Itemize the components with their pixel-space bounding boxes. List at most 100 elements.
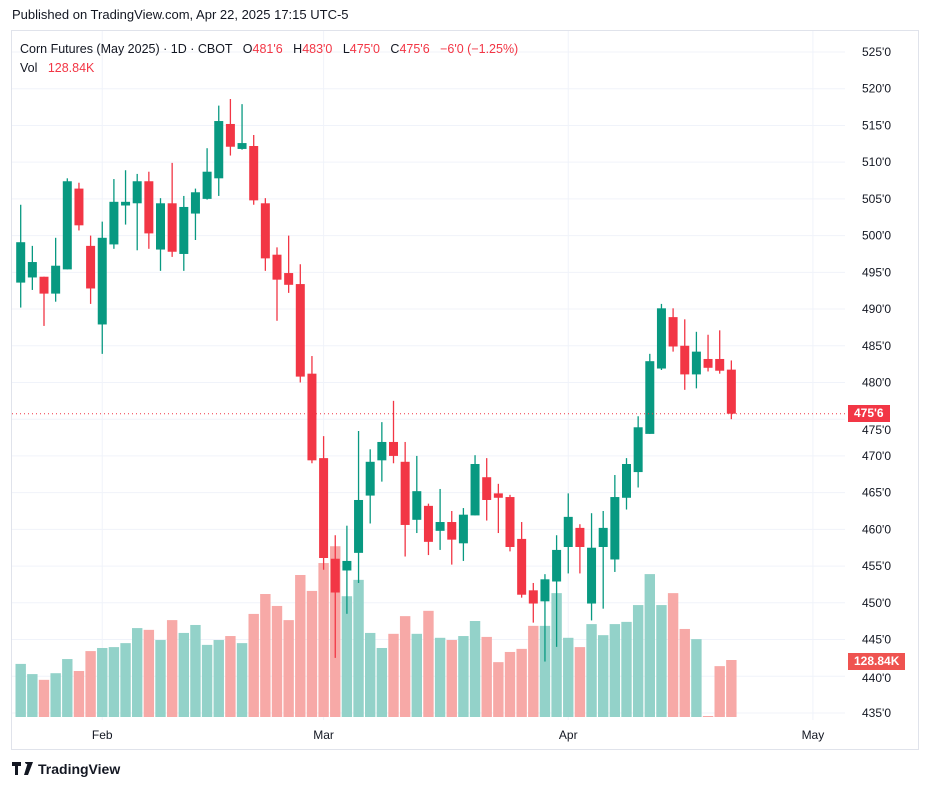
open-value: 481'6 bbox=[252, 42, 283, 56]
volume-bar bbox=[283, 620, 294, 717]
candle bbox=[319, 436, 329, 570]
candle-body bbox=[656, 308, 666, 369]
candle bbox=[435, 488, 445, 550]
candle-body bbox=[470, 463, 480, 516]
volume-bar bbox=[458, 636, 469, 717]
candle-body bbox=[225, 123, 235, 147]
volume-bar bbox=[528, 625, 539, 717]
volume-bar bbox=[201, 644, 213, 717]
volume-bar bbox=[225, 636, 236, 717]
candle bbox=[715, 330, 725, 374]
candle-body bbox=[342, 560, 352, 571]
candle-body bbox=[528, 590, 538, 604]
volume-bar bbox=[446, 640, 457, 717]
volume-bar bbox=[108, 647, 120, 717]
candle-body bbox=[121, 201, 131, 206]
candle bbox=[86, 235, 96, 304]
candle bbox=[633, 416, 643, 488]
candle bbox=[307, 356, 317, 464]
candle bbox=[330, 535, 340, 658]
volume-bar bbox=[574, 647, 586, 717]
candle bbox=[540, 574, 550, 662]
volume-bar bbox=[469, 620, 481, 717]
candle-body bbox=[680, 345, 690, 375]
candle-body bbox=[715, 358, 725, 371]
candle-body bbox=[703, 358, 713, 368]
candle-body bbox=[435, 522, 445, 531]
volume-bar bbox=[73, 670, 85, 717]
volume-bar bbox=[260, 594, 271, 717]
candle bbox=[354, 430, 364, 583]
price-tick-label: 505'0 bbox=[862, 192, 891, 206]
legend-ohlc-row: Corn Futures (May 2025) · 1D · CBOT O481… bbox=[20, 40, 518, 59]
volume-bar bbox=[132, 628, 143, 717]
candle-body bbox=[307, 373, 317, 461]
candle-body bbox=[202, 171, 212, 199]
price-tick-label: 515'0 bbox=[862, 118, 891, 132]
volume-label: Vol bbox=[20, 61, 38, 75]
candle-body bbox=[284, 273, 294, 285]
candle bbox=[552, 535, 562, 647]
candle-body bbox=[412, 491, 422, 520]
volume-bar bbox=[399, 616, 411, 717]
candle bbox=[493, 483, 503, 534]
candle bbox=[645, 353, 655, 434]
candle bbox=[447, 511, 457, 565]
time-axis: Feb Mar Apr May bbox=[92, 728, 824, 742]
tradingview-logo[interactable]: TradingView bbox=[12, 761, 120, 777]
volume-bar bbox=[143, 629, 155, 717]
candle bbox=[365, 449, 375, 524]
candle-body bbox=[482, 477, 492, 500]
candle bbox=[51, 237, 61, 302]
volume-bar bbox=[423, 610, 434, 717]
volume-bar bbox=[411, 633, 422, 717]
candle bbox=[121, 170, 131, 225]
volume-bar bbox=[644, 574, 655, 717]
candle-body bbox=[86, 245, 96, 289]
price-axis: 525'0 520'0 515'0 510'0 505'0 500'0 495'0 490'0… bbox=[862, 45, 891, 720]
volume-bar bbox=[563, 637, 574, 717]
candle bbox=[726, 360, 736, 420]
candle bbox=[284, 235, 294, 293]
volume-bar bbox=[388, 633, 399, 717]
candle-body bbox=[354, 499, 364, 553]
symbol-title[interactable]: Corn Futures (May 2025) · 1D · CBOT bbox=[20, 42, 233, 56]
volume-bar bbox=[551, 593, 562, 717]
volume-bar bbox=[27, 674, 38, 717]
candle-body bbox=[214, 121, 224, 179]
candle-body bbox=[517, 538, 527, 595]
published-caption: Published on TradingView.com, Apr 22, 20… bbox=[12, 7, 349, 22]
price-tick-label: 445'0 bbox=[862, 633, 891, 647]
volume-bar bbox=[295, 574, 306, 717]
candle-body bbox=[319, 458, 329, 559]
volume-bar bbox=[376, 647, 388, 717]
volume-bar bbox=[120, 643, 131, 717]
high-label: H bbox=[293, 42, 303, 56]
candle-body bbox=[540, 579, 550, 602]
open-label: O bbox=[242, 42, 253, 56]
candle-body bbox=[249, 146, 259, 201]
chart-panel[interactable] bbox=[11, 30, 919, 750]
time-tick-label: Mar bbox=[313, 728, 334, 742]
volume-bar bbox=[516, 648, 527, 717]
volume-bar bbox=[656, 605, 667, 717]
close-value: 475'6 bbox=[399, 42, 430, 56]
volume-bar bbox=[539, 625, 551, 717]
candle-body bbox=[74, 188, 84, 226]
candle bbox=[179, 195, 189, 271]
candle bbox=[144, 171, 154, 249]
candle bbox=[295, 264, 305, 383]
price-tick-label: 465'0 bbox=[862, 486, 891, 500]
candle bbox=[517, 522, 527, 598]
candle-body bbox=[51, 265, 61, 294]
volume-bar bbox=[353, 579, 364, 717]
volume-bar bbox=[434, 637, 446, 717]
candle-body bbox=[377, 441, 387, 461]
candle-body bbox=[668, 317, 678, 347]
candle-body bbox=[493, 493, 503, 498]
candle-body bbox=[16, 242, 26, 283]
volume-bars bbox=[15, 546, 737, 717]
price-tick-label: 510'0 bbox=[862, 155, 891, 169]
candle bbox=[423, 503, 433, 556]
